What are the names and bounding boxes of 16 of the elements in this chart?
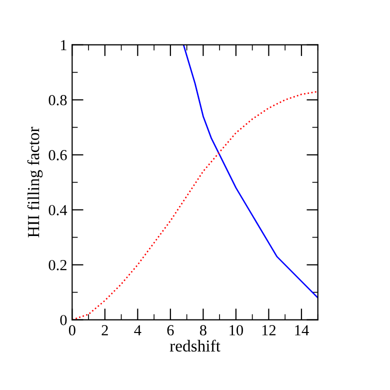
y-tick-label: 0.2 (48, 260, 66, 270)
y-axis-title: HII filling factor (27, 126, 43, 238)
y-tick-label: 0 (60, 314, 67, 326)
x-tick-label: 8 (200, 325, 206, 336)
y-tick-label: 0.6 (48, 150, 67, 160)
x-tick-label: 12 (262, 325, 276, 336)
x-tick-label: 14 (295, 325, 309, 336)
y-tick-label: 0.4 (48, 204, 68, 216)
x-tick-label: 6 (167, 325, 174, 336)
x-tick-label: 2 (102, 325, 108, 336)
x-tick-label: 0 (68, 325, 76, 336)
x-axis-title: redshift (170, 340, 220, 352)
x-tick-label: 4 (134, 325, 142, 336)
y-tick-label: 1 (60, 40, 66, 50)
x-tick-label: 10 (230, 325, 244, 336)
y-tick-label: 0.8 (48, 94, 67, 106)
